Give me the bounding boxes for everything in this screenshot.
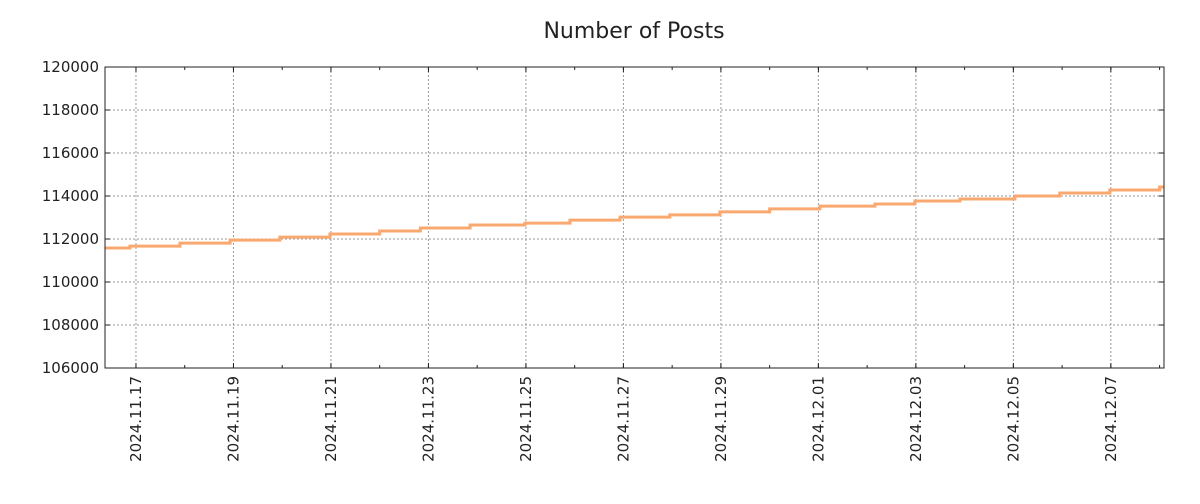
chart-title: Number of Posts <box>543 19 724 44</box>
y-tick-label: 120000 <box>42 58 99 76</box>
x-tick-label: 2024.12.01 <box>809 376 827 462</box>
x-tick-label: 2024.12.03 <box>907 376 925 462</box>
x-tick-label: 2024.11.29 <box>712 376 730 462</box>
x-tick-label: 2024.11.19 <box>224 376 242 462</box>
y-axis: 106000 108000 110000 112000 114000 116000 1180… <box>42 58 1164 377</box>
y-tick-label: 110000 <box>42 273 99 291</box>
x-tick-label: 2024.11.23 <box>419 376 437 462</box>
y-tick-label: 112000 <box>42 230 99 248</box>
x-tick-label: 2024.12.05 <box>1004 376 1022 462</box>
y-tick-label: 118000 <box>42 101 99 119</box>
y-tick-label: 116000 <box>42 144 99 162</box>
y-tick-label: 106000 <box>42 359 99 377</box>
x-tick-label: 2024.11.21 <box>322 376 340 462</box>
x-tick-label: 2024.11.25 <box>517 376 535 462</box>
y-tick-label: 114000 <box>42 187 99 205</box>
y-tick-label: 108000 <box>42 316 99 334</box>
x-tick-label: 2024.11.27 <box>614 376 632 462</box>
x-tick-label: 2024.12.07 <box>1102 376 1120 462</box>
x-tick-label: 2024.11.17 <box>127 376 145 462</box>
x-axis: 2024.11.17 2024.11.19 2024.11.21 2024.11.23… <box>127 67 1160 462</box>
